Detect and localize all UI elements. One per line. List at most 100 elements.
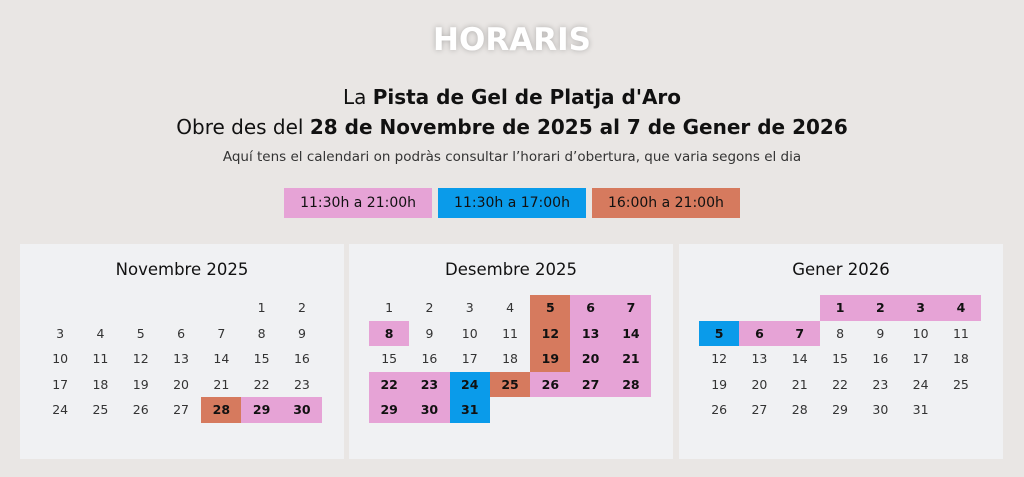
day-7: 7 bbox=[610, 295, 652, 321]
month-title: Desembre 2025 bbox=[445, 260, 577, 279]
calendar-january: Gener 2026 1 2 3 4 5 6 7 8 9 10 11 12 13 14 15 16 17 18 19 2… bbox=[679, 244, 1003, 459]
day-grid: 1 2 3 4 5 6 7 8 9 10 11 12 13 14 15 16 17 18 19 20 21 22 23 24 2… bbox=[40, 295, 323, 423]
dates-prefix: Obre des del bbox=[176, 115, 310, 139]
day-9: 9 bbox=[425, 325, 434, 341]
day-14: 14 bbox=[213, 351, 230, 367]
day-31: 31 bbox=[912, 402, 929, 418]
dates-range: 28 de Novembre de 2025 al 7 de Gener de … bbox=[309, 115, 848, 139]
day-21: 21 bbox=[610, 346, 652, 372]
day-16: 16 bbox=[293, 351, 310, 367]
day-8: 8 bbox=[836, 325, 845, 341]
day-18: 18 bbox=[952, 351, 969, 367]
day-5: 5 bbox=[699, 320, 740, 346]
day-11: 11 bbox=[92, 351, 109, 367]
day-25: 25 bbox=[92, 402, 109, 418]
empty-cell bbox=[780, 295, 820, 321]
day-25: 25 bbox=[952, 376, 969, 392]
legend-item-afternoon: 16:00h a 21:00h bbox=[591, 188, 740, 218]
day-15: 15 bbox=[381, 351, 398, 367]
day-18: 18 bbox=[92, 376, 109, 392]
day-28: 28 bbox=[610, 371, 652, 397]
day-8: 8 bbox=[369, 320, 410, 346]
day-24: 24 bbox=[52, 402, 69, 418]
day-23: 23 bbox=[409, 371, 450, 397]
day-29: 29 bbox=[241, 397, 282, 423]
day-7: 7 bbox=[217, 325, 226, 341]
empty-cell bbox=[161, 295, 201, 321]
day-12: 12 bbox=[530, 320, 571, 346]
legend-item-full-day: 11:30h a 21:00h bbox=[284, 188, 433, 218]
day-2: 2 bbox=[425, 300, 434, 316]
day-26: 26 bbox=[711, 402, 728, 418]
day-22: 22 bbox=[832, 376, 848, 392]
day-13: 13 bbox=[570, 320, 611, 346]
subtitle: Aquí tens el calendari on podràs consult… bbox=[222, 149, 802, 165]
day-3: 3 bbox=[56, 325, 65, 341]
day-26: 26 bbox=[132, 402, 149, 418]
legend-item-morning: 11:30h a 17:00h bbox=[438, 188, 586, 218]
day-24: 24 bbox=[912, 376, 929, 392]
day-4: 4 bbox=[506, 300, 515, 316]
day-19: 19 bbox=[530, 346, 571, 372]
day-29: 29 bbox=[369, 397, 410, 423]
day-6: 6 bbox=[177, 325, 186, 341]
day-6: 6 bbox=[570, 295, 611, 321]
day-19: 19 bbox=[132, 376, 149, 392]
day-12: 12 bbox=[711, 351, 728, 367]
day-15: 15 bbox=[832, 351, 848, 367]
day-30: 30 bbox=[281, 397, 323, 423]
day-4: 4 bbox=[96, 325, 105, 341]
day-28: 28 bbox=[791, 402, 808, 418]
venue-line: La Pista de Gel de Platja d'Aro bbox=[0, 85, 1024, 109]
day-18: 18 bbox=[502, 351, 518, 367]
legend: 11:30h a 21:00h 11:30h a 17:00h 16:00h a… bbox=[0, 188, 1024, 218]
day-1: 1 bbox=[257, 300, 266, 316]
day-grid: 1 2 3 4 5 6 7 8 9 10 11 12 13 14 15 16 17 18 19 20 21 22 23 24 2… bbox=[369, 295, 652, 423]
day-21: 21 bbox=[213, 376, 230, 392]
empty-cell bbox=[40, 295, 80, 321]
day-27: 27 bbox=[173, 402, 189, 418]
day-15: 15 bbox=[253, 351, 270, 367]
empty-cell bbox=[80, 295, 120, 321]
empty-cell bbox=[699, 295, 739, 321]
venue-prefix: La bbox=[342, 85, 373, 109]
day-16: 16 bbox=[872, 351, 889, 367]
day-9: 9 bbox=[876, 325, 885, 341]
month-title: Gener 2026 bbox=[792, 260, 890, 279]
day-22: 22 bbox=[253, 376, 270, 392]
day-2: 2 bbox=[860, 295, 901, 321]
day-27: 27 bbox=[570, 371, 611, 397]
day-22: 22 bbox=[369, 371, 410, 397]
day-23: 23 bbox=[293, 376, 310, 392]
day-9: 9 bbox=[297, 325, 306, 341]
dates-line: Obre des del 28 de Novembre de 2025 al 7… bbox=[0, 115, 1024, 139]
day-11: 11 bbox=[502, 325, 518, 341]
calendar-november: Novembre 2025 1 2 3 4 5 6 7 8 9 10 11 12 13 14 15 16 17 18… bbox=[20, 244, 344, 459]
empty-cell bbox=[201, 295, 241, 321]
day-30: 30 bbox=[872, 402, 889, 418]
day-17: 17 bbox=[461, 351, 478, 367]
day-25: 25 bbox=[489, 371, 531, 397]
day-17: 17 bbox=[912, 351, 929, 367]
day-1: 1 bbox=[819, 295, 861, 321]
day-8: 8 bbox=[257, 325, 266, 341]
day-3: 3 bbox=[465, 300, 474, 316]
day-29: 29 bbox=[832, 402, 848, 418]
day-1: 1 bbox=[385, 300, 394, 316]
day-13: 13 bbox=[751, 351, 768, 367]
day-5: 5 bbox=[530, 295, 571, 321]
day-14: 14 bbox=[610, 320, 652, 346]
day-28: 28 bbox=[201, 397, 242, 423]
day-11: 11 bbox=[952, 325, 969, 341]
day-10: 10 bbox=[52, 351, 69, 367]
day-3: 3 bbox=[900, 295, 941, 321]
day-10: 10 bbox=[912, 325, 929, 341]
venue-name: Pista de Gel de Platja d'Aro bbox=[372, 85, 682, 109]
day-17: 17 bbox=[52, 376, 69, 392]
empty-cell bbox=[121, 295, 161, 321]
day-2: 2 bbox=[297, 300, 306, 316]
day-26: 26 bbox=[530, 371, 571, 397]
day-grid: 1 2 3 4 5 6 7 8 9 10 11 12 13 14 15 16 17 18 19 20 21 22 23 24 2… bbox=[699, 295, 982, 423]
day-19: 19 bbox=[711, 376, 728, 392]
day-10: 10 bbox=[461, 325, 478, 341]
